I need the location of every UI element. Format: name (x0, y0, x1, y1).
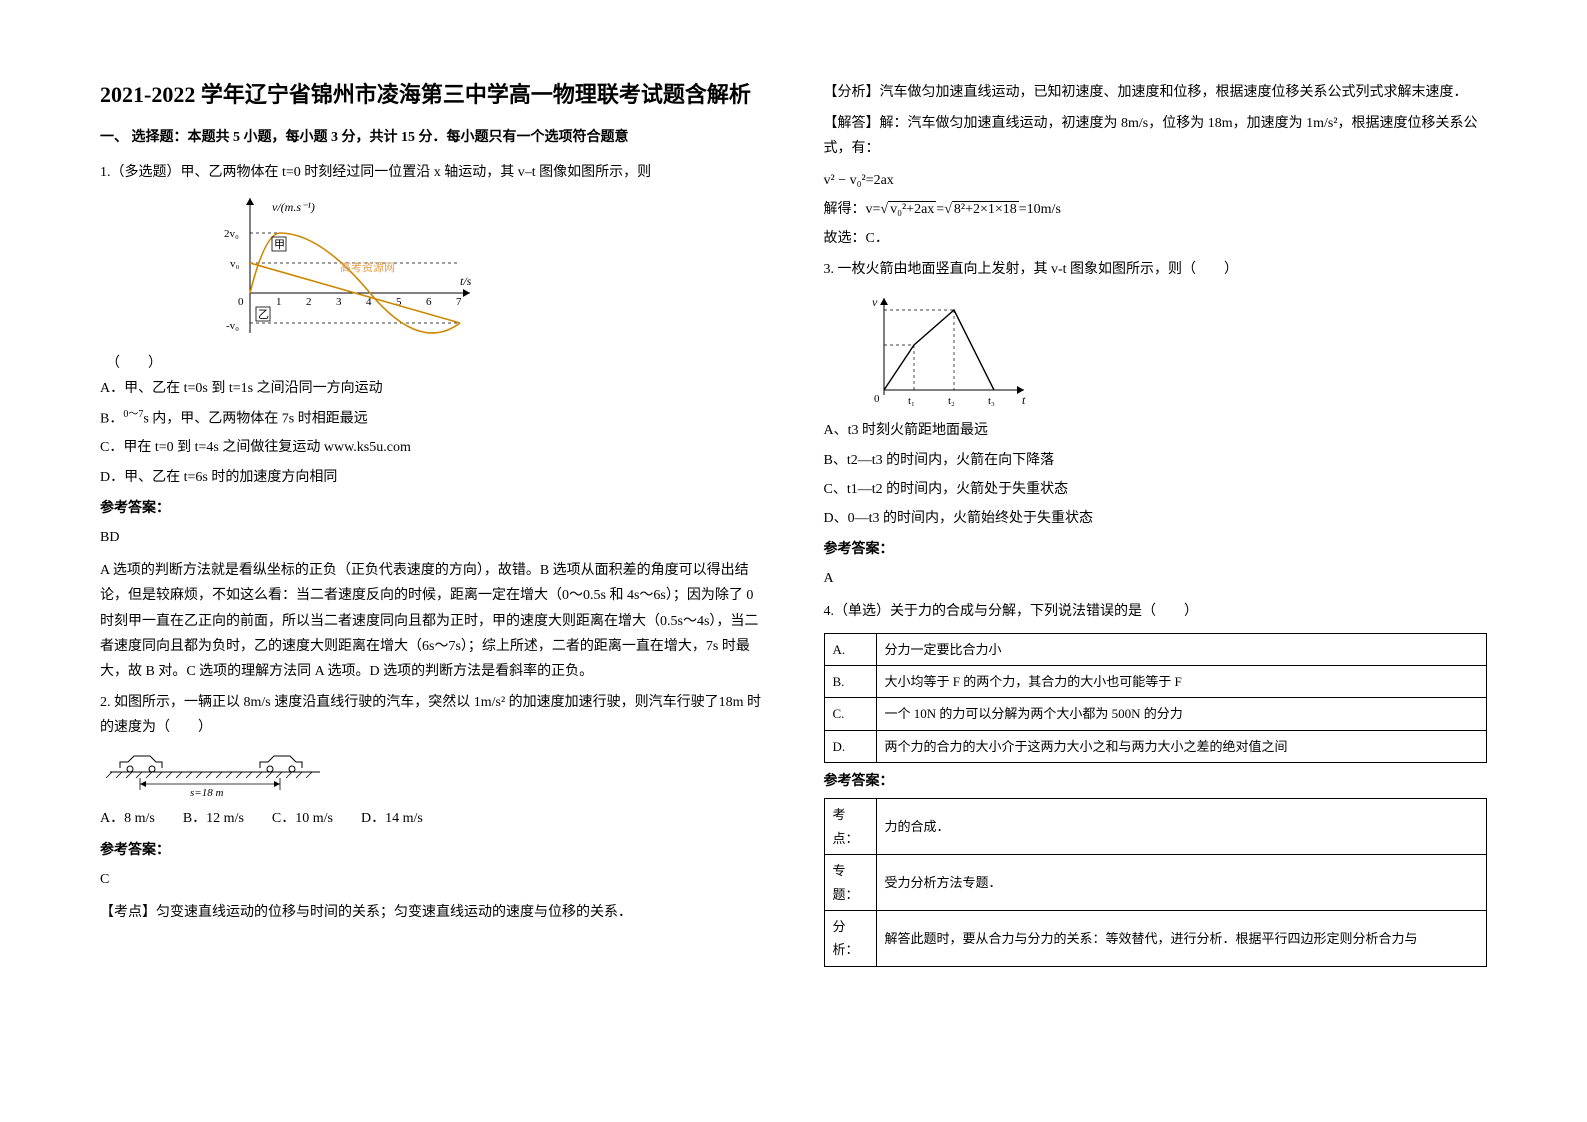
q4-analysis-table: 考点：力的合成． 专题：受力分析方法专题． 分析：解答此题时，要从合力与分力的关… (824, 798, 1488, 966)
table-row: 专题：受力分析方法专题． (824, 855, 1487, 911)
q3-graph: v t 0 t₁ t₂ t₃ (864, 290, 1488, 410)
q3-optA: A、t3 时刻火箭距地面最远 (824, 418, 1488, 443)
svg-text:甲: 甲 (274, 239, 285, 251)
svg-text:0: 0 (238, 296, 244, 308)
exam-title: 2021-2022 学年辽宁省锦州市凌海第三中学高一物理联考试题含解析 (100, 80, 764, 111)
q3-answer-label: 参考答案： (824, 537, 1488, 562)
svg-text:7: 7 (456, 296, 462, 308)
svg-text:乙: 乙 (258, 308, 269, 321)
q1-paren: （ ） (106, 351, 764, 376)
q2-kaodian: 【考点】匀变速直线运动的位移与时间的关系；匀变速直线运动的速度与位移的关系． (100, 900, 764, 925)
q1-stem: 1.（多选题）甲、乙两物体在 t=0 时刻经过同一位置沿 x 轴运动，其 v–t… (100, 160, 764, 185)
svg-text:2: 2 (306, 296, 312, 308)
q1-answer-label: 参考答案： (100, 496, 764, 521)
svg-text:0: 0 (874, 393, 880, 405)
q2-formula2: 解得：v=√v₀²+2ax=√8²+2×1×18=10m/s (824, 197, 1488, 222)
q4-stem: 4.（单选）关于力的合成与分解，下列说法错误的是（ ） (824, 599, 1488, 624)
q3-optD: D、0—t3 的时间内，火箭始终处于失重状态 (824, 506, 1488, 531)
left-column: 2021-2022 学年辽宁省锦州市凌海第三中学高一物理联考试题含解析 一、 选… (100, 80, 764, 1082)
svg-text:t: t (1022, 393, 1026, 407)
svg-text:s=18 m: s=18 m (190, 787, 223, 798)
q1-optB: B．0～7s 内，甲、乙两物体在 7s 时相距最远 (100, 406, 764, 432)
svg-text:1: 1 (276, 296, 282, 308)
q1-optA: A．甲、乙在 t=0s 到 t=1s 之间沿同一方向运动 (100, 376, 764, 401)
q2-conclusion: 故选：C． (824, 226, 1488, 251)
svg-text:3: 3 (336, 296, 342, 308)
table-row: D.两个力的合力的大小介于这两力大小之和与两力大小之差的绝对值之间 (824, 730, 1487, 762)
table-row: A.分力一定要比合力小 (824, 633, 1487, 665)
svg-text:v₀: v₀ (230, 258, 240, 270)
q4-answer-label: 参考答案： (824, 769, 1488, 794)
q2-answer: C (100, 867, 764, 892)
q3-optB: B、t2—t3 的时间内，火箭在向下降落 (824, 448, 1488, 473)
table-row: 考点：力的合成． (824, 799, 1487, 855)
table-row: B.大小均等于 F 的两个力，其合力的大小也可能等于 F (824, 666, 1487, 698)
q4-options-table: A.分力一定要比合力小 B.大小均等于 F 的两个力，其合力的大小也可能等于 F… (824, 633, 1488, 764)
q2-answer-label: 参考答案： (100, 838, 764, 863)
svg-text:v: v (872, 295, 878, 309)
q1-optC: C．甲在 t=0 到 t=4s 之间做往复运动 www.ks5u.com (100, 435, 764, 460)
q2-jieda-intro: 【解答】解：汽车做匀加速直线运动，初速度为 8m/s，位移为 18m，加速度为 … (824, 111, 1488, 161)
q1-ylabel: v/(m.s⁻¹) (272, 200, 315, 214)
q2-options: A．8 m/sB．12 m/sC．10 m/sD．14 m/s (100, 806, 764, 831)
table-row: 分析：解答此题时，要从合力与分力的关系：等效替代，进行分析．根据平行四边形定则分… (824, 910, 1487, 966)
svg-text:t₁: t₁ (908, 395, 915, 407)
svg-text:t₂: t₂ (948, 395, 955, 407)
q3-answer: A (824, 566, 1488, 591)
q2-figure: s=18 m (100, 748, 764, 798)
svg-text:t₃: t₃ (988, 395, 995, 407)
q2-formula1: v² − v₀²=2ax (824, 168, 1488, 193)
svg-text:高考资源网: 高考资源网 (340, 260, 395, 274)
q1-graph: v/(m.s⁻¹) t/s 2v₀ v₀ 0 -v₀ 1 2 3 4 5 6 7 (220, 193, 764, 343)
svg-text:-v₀: -v₀ (226, 320, 239, 332)
q2-fenxi: 【分析】汽车做匀加速直线运动，已知初速度、加速度和位移，根据速度位移关系公式列式… (824, 80, 1488, 105)
svg-text:2v₀: 2v₀ (224, 228, 239, 240)
right-column: 【分析】汽车做匀加速直线运动，已知初速度、加速度和位移，根据速度位移关系公式列式… (824, 80, 1488, 1082)
q1-explain: A 选项的判断方法就是看纵坐标的正负（正负代表速度的方向），故错。B 选项从面积… (100, 558, 764, 684)
q2-stem: 2. 如图所示，一辆正以 8m/s 速度沿直线行驶的汽车，突然以 1m/s² 的… (100, 690, 764, 740)
table-row: C.一个 10N 的力可以分解为两个大小都为 500N 的分力 (824, 698, 1487, 730)
q1-xlabel: t/s (460, 274, 472, 288)
svg-text:6: 6 (426, 296, 432, 308)
q3-optC: C、t1—t2 的时间内，火箭处于失重状态 (824, 477, 1488, 502)
section-heading: 一、 选择题：本题共 5 小题，每小题 3 分，共计 15 分．每小题只有一个选… (100, 125, 764, 150)
q3-stem: 3. 一枚火箭由地面竖直向上发射，其 v-t 图象如图所示，则（ ） (824, 257, 1488, 282)
q1-optD: D．甲、乙在 t=6s 时的加速度方向相同 (100, 465, 764, 490)
q1-answer: BD (100, 525, 764, 550)
